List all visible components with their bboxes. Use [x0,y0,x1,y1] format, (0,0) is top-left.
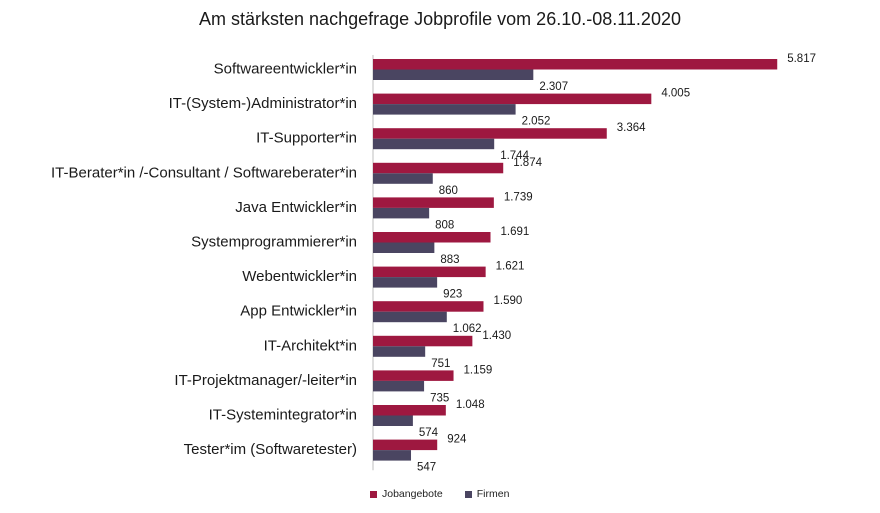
data-label-firmen: 751 [431,358,450,370]
bar-firmen[interactable] [373,242,435,254]
data-label-firmen: 2.307 [539,81,568,93]
category-label: IT-Supporter*in [256,130,357,147]
data-label-firmen: 923 [443,289,462,301]
data-label-jobangebote: 924 [447,434,467,446]
bar-firmen[interactable] [373,311,447,323]
bar-jobangebote[interactable] [373,59,778,70]
bar-firmen[interactable] [373,138,495,150]
category-label: IT-Architekt*in [264,337,357,354]
bar-jobangebote[interactable] [373,370,454,381]
data-label-firmen: 735 [430,392,449,404]
category-label: Systemprogrammierer*in [191,234,357,251]
legend-item-jobangebote[interactable]: Jobangebote [370,488,443,500]
data-label-firmen: 2.052 [522,116,551,128]
category-label: App Entwickler*in [240,303,357,320]
category-label: IT-Systemintegrator*in [209,407,357,424]
bar-firmen[interactable] [373,69,534,81]
data-label-jobangebote: 1.874 [513,157,542,169]
data-label-jobangebote: 4.005 [661,88,690,100]
data-label-firmen: 860 [439,185,458,197]
category-label: Webentwickler*in [242,268,357,285]
chart-title: Am stärksten nachgefrage Jobprofile vom … [199,9,681,29]
category-label: IT-Projektmanager/-leiter*in [174,372,357,389]
bar-firmen[interactable] [373,380,425,392]
legend-item-firmen[interactable]: Firmen [464,488,510,500]
legend-label-jobangebote: Jobangebote [382,488,443,500]
bar-jobangebote[interactable] [373,232,491,243]
data-label-jobangebote: 1.430 [482,330,511,342]
data-label-firmen: 808 [435,219,454,231]
bar-firmen[interactable] [373,450,412,461]
legend-swatch-jobangebote [370,490,377,498]
data-label-jobangebote: 1.048 [456,399,485,411]
category-label: Tester*im (Softwaretester) [184,441,357,458]
data-label-firmen: 1.062 [453,323,482,335]
bar-jobangebote[interactable] [373,301,484,312]
bar-jobangebote[interactable] [373,439,438,451]
data-label-jobangebote: 1.739 [504,191,533,203]
data-label-jobangebote: 5.817 [787,53,816,65]
bar-firmen[interactable] [373,173,433,184]
category-label: Java Entwickler*in [235,199,357,216]
data-label-jobangebote: 1.691 [501,226,530,238]
bar-jobangebote[interactable] [373,162,504,174]
data-label-jobangebote: 1.159 [464,364,493,376]
legend-swatch-firmen [464,490,472,498]
bar-jobangebote[interactable] [373,128,607,139]
data-label-firmen: 1.744 [500,150,529,162]
category-label: IT-Berater*in /-Consultant / Softwareber… [51,164,357,181]
data-label-jobangebote: 1.590 [493,295,522,307]
bar-firmen[interactable] [373,277,438,288]
bar-jobangebote[interactable] [373,93,652,105]
bar-firmen[interactable] [373,207,430,219]
bar-firmen[interactable] [373,415,413,427]
legend-label-firmen: Firmen [476,488,510,500]
data-label-firmen: 883 [440,254,459,266]
category-label: IT-(System-)Administrator*in [169,95,357,112]
bar-jobangebote[interactable] [373,197,494,208]
bar-jobangebote[interactable] [373,405,446,416]
data-label-firmen: 547 [417,462,436,474]
category-label: Softwareentwickler*in [214,61,357,78]
bar-firmen[interactable] [373,104,516,115]
legend: Jobangebote Firmen [370,488,509,500]
data-label-jobangebote: 3.364 [617,122,646,134]
bar-firmen[interactable] [373,346,426,357]
data-label-firmen: 574 [419,427,439,439]
bar-jobangebote[interactable] [373,335,473,347]
bar-jobangebote[interactable] [373,266,486,278]
data-label-jobangebote: 1.621 [496,261,525,273]
